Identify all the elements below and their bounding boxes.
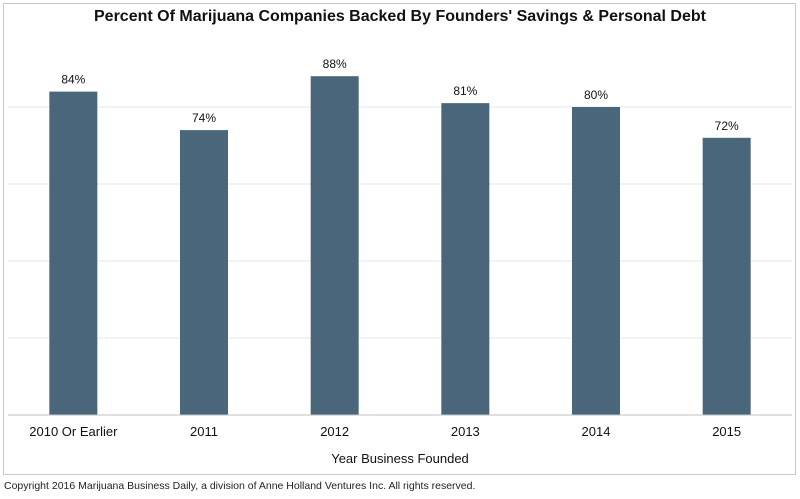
bar [310, 76, 359, 415]
chart-frame [3, 3, 796, 475]
x-tick-label: 2014 [582, 424, 611, 439]
x-axis-label: Year Business Founded [331, 451, 469, 466]
gridlines [8, 106, 792, 339]
bar [702, 137, 751, 416]
copyright-notice: Copyright 2016 Marijuana Business Daily,… [4, 480, 476, 492]
x-tick-labels: 2010 Or Earlier 2011 2012 2013 2014 2015 [29, 424, 741, 439]
x-tick-label: 2013 [451, 424, 480, 439]
bar [49, 91, 98, 415]
data-labels: 84% 74% 88% 81% 80% 72% [61, 57, 739, 133]
x-tick-label: 2011 [190, 424, 218, 439]
x-tick-label: 2010 Or Earlier [29, 424, 118, 439]
bar-value-label: 74% [192, 111, 216, 125]
bar-value-label: 88% [323, 57, 347, 71]
x-tick-label: 2015 [712, 424, 741, 439]
bar [180, 130, 228, 415]
bars [49, 76, 751, 416]
bar [441, 103, 490, 416]
bar-value-label: 84% [61, 73, 85, 87]
x-tick-label: 2012 [320, 424, 349, 439]
bar [572, 107, 620, 415]
bar-value-label: 72% [715, 119, 739, 133]
chart-title: Percent Of Marijuana Companies Backed By… [94, 8, 706, 25]
bar-value-label: 81% [453, 84, 477, 98]
bar-value-label: 80% [584, 88, 608, 102]
